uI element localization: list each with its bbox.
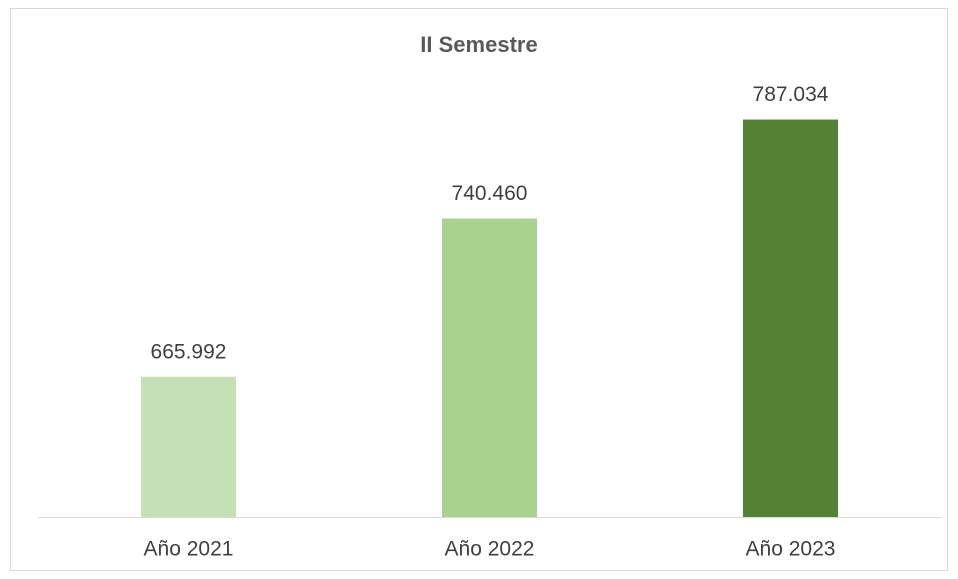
x-tick-label: Año 2023	[746, 538, 836, 561]
bar	[743, 119, 838, 518]
value-label: 787.034	[753, 83, 829, 106]
value-label: 665.992	[151, 340, 227, 363]
x-tick-label: Año 2022	[445, 538, 535, 561]
bar	[141, 376, 236, 517]
x-tick-label: Año 2021	[144, 538, 234, 561]
chart-title: II Semestre	[420, 32, 537, 57]
bar	[442, 218, 537, 517]
value-label: 740.460	[452, 182, 528, 205]
